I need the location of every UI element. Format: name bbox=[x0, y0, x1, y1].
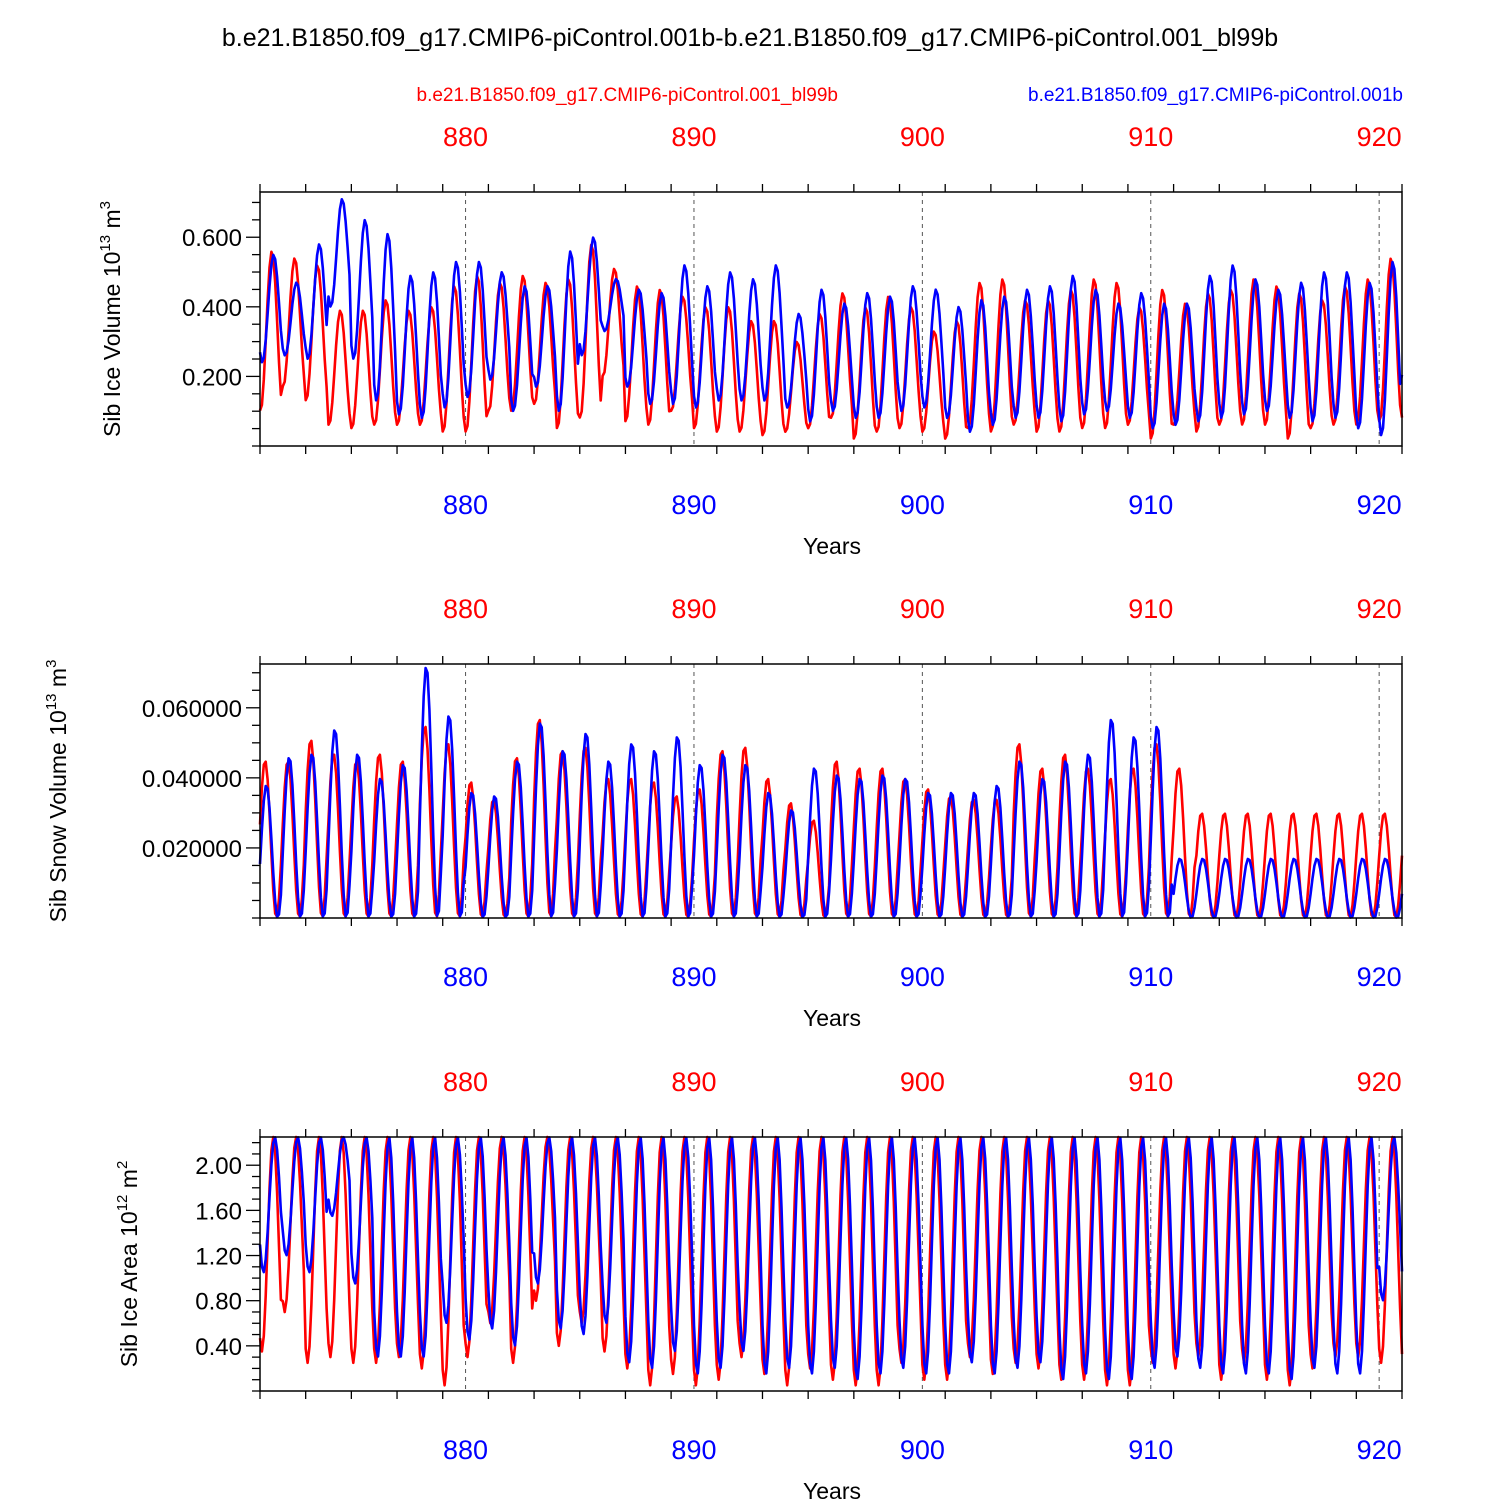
plot-frame bbox=[259, 663, 1403, 919]
x-tick-label-bottom: 880 bbox=[443, 1435, 488, 1465]
y-axis-label: Sib Snow Volume 1013 m3 bbox=[43, 660, 71, 923]
x-tick-label-bottom: 910 bbox=[1128, 490, 1173, 520]
series-line-blue bbox=[258, 666, 1404, 919]
x-tick-label-top: 920 bbox=[1357, 1067, 1402, 1097]
y-tick-label: 0.600 bbox=[182, 225, 242, 252]
x-tick-label-bottom: 900 bbox=[900, 1435, 945, 1465]
figure-title: b.e21.B1850.f09_g17.CMIP6-piControl.001b… bbox=[222, 24, 1278, 52]
x-tick-label-bottom: 910 bbox=[1128, 962, 1173, 992]
y-tick-label: 1.20 bbox=[195, 1244, 242, 1271]
x-tick-label-bottom: 910 bbox=[1128, 1435, 1173, 1465]
x-tick-label-bottom: 900 bbox=[900, 962, 945, 992]
y-axis-label-part: 3 bbox=[97, 201, 114, 209]
legend-blue-label: b.e21.B1850.f09_g17.CMIP6-piControl.001b bbox=[1028, 85, 1403, 106]
x-axis-label: Years bbox=[803, 533, 861, 559]
x-tick-label-top: 910 bbox=[1128, 594, 1173, 624]
x-tick-label-top: 890 bbox=[671, 122, 716, 152]
sib-snow-volume-panel: 0.020000 0.040000 0.060000 880 880 890 890 900 9… bbox=[43, 594, 1404, 1031]
x-tick-label-bottom: 890 bbox=[671, 490, 716, 520]
x-tick-label-top: 920 bbox=[1357, 594, 1402, 624]
y-tick-label: 0.060000 bbox=[142, 696, 242, 723]
y-axis-label-part: 2 bbox=[114, 1161, 131, 1169]
y-tick-label: 2.00 bbox=[195, 1153, 242, 1180]
y-axis-label-part: 13 bbox=[43, 693, 60, 710]
x-tick-label-bottom: 880 bbox=[443, 962, 488, 992]
y-axis-label-part: m bbox=[45, 668, 71, 694]
y-tick-label: 0.020000 bbox=[142, 836, 242, 863]
x-tick-label-bottom: 880 bbox=[443, 490, 488, 520]
x-tick-label-bottom: 920 bbox=[1357, 1435, 1402, 1465]
chart-panels: 0.200 0.400 0.600 880 880 890 890 900 900 910 910 9… bbox=[43, 122, 1404, 1504]
x-tick-label-top: 900 bbox=[900, 1067, 945, 1097]
y-tick-label: 0.40 bbox=[195, 1334, 242, 1361]
y-tick-label: 0.80 bbox=[195, 1289, 242, 1316]
y-tick-label: 1.60 bbox=[195, 1198, 242, 1225]
x-tick-label-bottom: 890 bbox=[671, 1435, 716, 1465]
x-tick-label-top: 880 bbox=[443, 122, 488, 152]
x-tick-label-top: 890 bbox=[671, 594, 716, 624]
sib-ice-volume-panel: 0.200 0.400 0.600 880 880 890 890 900 900 910 910 9… bbox=[97, 122, 1404, 559]
y-axis-label: Sib Ice Area 1012 m2 bbox=[114, 1161, 142, 1368]
y-tick-label: 0.400 bbox=[182, 295, 242, 322]
y-axis-label-part: m bbox=[99, 209, 125, 235]
x-tick-label-top: 890 bbox=[671, 1067, 716, 1097]
x-tick-label-bottom: 920 bbox=[1357, 962, 1402, 992]
y-axis-label-part: 13 bbox=[97, 235, 114, 252]
x-tick-label-top: 910 bbox=[1128, 122, 1173, 152]
x-tick-label-bottom: 900 bbox=[900, 490, 945, 520]
x-axis-label: Years bbox=[803, 1005, 861, 1031]
x-axis-label: Years bbox=[803, 1478, 861, 1500]
y-axis-label-part: Sib Snow Volume 10 bbox=[45, 710, 71, 922]
x-tick-label-bottom: 890 bbox=[671, 962, 716, 992]
plot-frame bbox=[259, 1136, 1403, 1392]
y-axis-label-part: Sib Ice Area 10 bbox=[116, 1211, 142, 1367]
x-tick-label-top: 900 bbox=[900, 594, 945, 624]
series-line-blue bbox=[258, 198, 1404, 437]
y-axis-label-part: Sib Ice Volume 10 bbox=[99, 252, 125, 437]
x-tick-label-top: 900 bbox=[900, 122, 945, 152]
y-axis-label-part: m bbox=[116, 1169, 142, 1195]
sib-ice-area-panel: 0.40 0.80 1.20 1.60 2.00 880 880 890 890 900 900 91… bbox=[114, 1067, 1404, 1504]
x-tick-label-top: 880 bbox=[443, 1067, 488, 1097]
plot-frame bbox=[259, 191, 1403, 447]
x-tick-label-top: 880 bbox=[443, 594, 488, 624]
x-tick-label-top: 910 bbox=[1128, 1067, 1173, 1097]
legend-red-label: b.e21.B1850.f09_g17.CMIP6-piControl.001_… bbox=[417, 85, 838, 106]
y-tick-label: 0.040000 bbox=[142, 766, 242, 793]
y-axis-label-part: 3 bbox=[43, 660, 60, 668]
y-axis-label-part: 12 bbox=[114, 1195, 131, 1212]
y-axis-label: Sib Ice Volume 1013 m3 bbox=[97, 201, 125, 437]
x-tick-label-top: 920 bbox=[1357, 122, 1402, 152]
y-tick-label: 0.200 bbox=[182, 364, 242, 391]
series-line-blue bbox=[258, 1135, 1404, 1381]
x-tick-label-bottom: 920 bbox=[1357, 490, 1402, 520]
